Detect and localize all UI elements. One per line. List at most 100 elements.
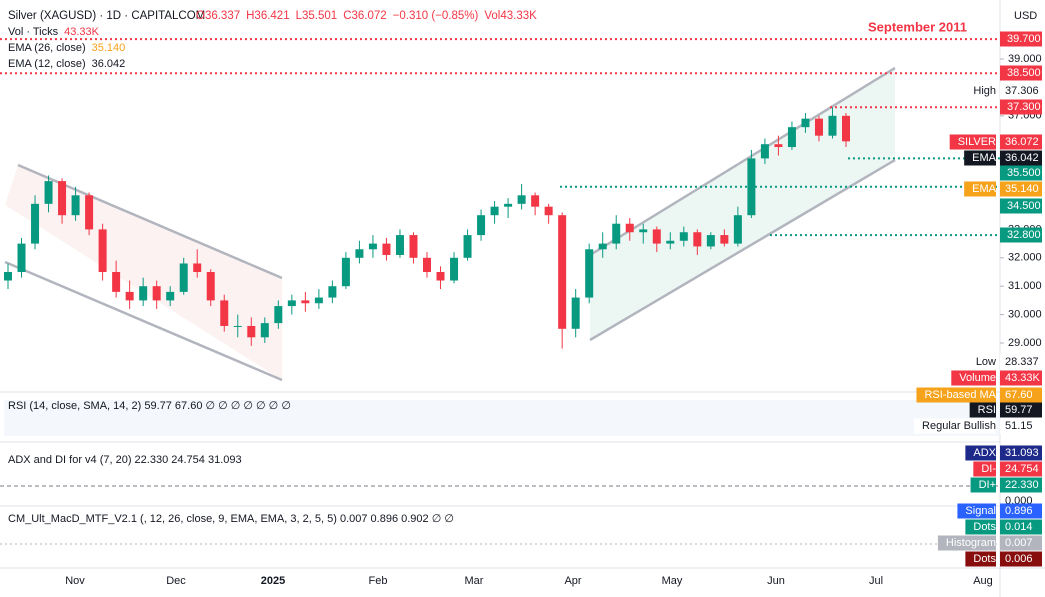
tag-name: Dots <box>973 553 996 565</box>
tag-box <box>964 181 996 197</box>
tag-value: 37.306 <box>1005 85 1039 97</box>
candle-body <box>368 243 377 250</box>
annotation: September 2011 <box>868 19 967 34</box>
candle-body <box>774 144 783 148</box>
candle-body <box>720 235 729 244</box>
tag-box <box>1000 519 1042 535</box>
tag-box <box>969 402 996 418</box>
candle-body <box>477 215 486 236</box>
candle-body <box>220 300 229 326</box>
legend-value: 36.042 <box>92 58 126 70</box>
candle-body <box>31 203 40 244</box>
level-label: 38.500 <box>1007 67 1041 79</box>
rsi-band <box>4 400 1000 436</box>
tag-name: Histogram <box>946 537 996 549</box>
tag-box <box>965 519 996 535</box>
channel-line <box>589 158 896 342</box>
candle-body <box>152 286 161 301</box>
candle-body <box>760 144 769 159</box>
candle-body <box>139 286 148 301</box>
tag-value: 36.072 <box>1005 136 1039 148</box>
x-axis-label: Jul <box>869 575 883 587</box>
candle-body <box>341 257 350 287</box>
tag-value: 0.006 <box>1005 553 1033 565</box>
level-tag <box>1000 198 1042 214</box>
channel-line <box>4 260 283 382</box>
header-value: O36.337 <box>196 10 240 22</box>
candle-body <box>504 203 513 207</box>
candle-body <box>801 118 810 128</box>
tag-box <box>951 370 996 386</box>
candle-body <box>355 249 364 258</box>
level-tag <box>1000 65 1042 81</box>
legend-label: EMA (26, close) <box>8 42 86 54</box>
tag-box <box>964 150 996 166</box>
candle-body <box>652 229 661 244</box>
candle-body <box>531 195 540 207</box>
candle-body <box>436 272 445 281</box>
candle-body <box>395 235 404 255</box>
candle-body <box>274 306 283 324</box>
tag-box <box>1000 503 1042 519</box>
candle-body <box>814 118 823 136</box>
tag-name: Dots <box>973 521 996 533</box>
candle-body <box>463 235 472 258</box>
candle-body <box>828 115 837 136</box>
tag-value: 31.093 <box>1005 447 1039 459</box>
x-axis-label: Dec <box>166 575 186 587</box>
candle-body <box>193 263 202 272</box>
level-label: 35.500 <box>1007 167 1041 179</box>
candle-body <box>98 229 107 272</box>
tag-value: 67.60 <box>1005 389 1033 401</box>
candle-body <box>598 243 607 250</box>
candle-body <box>450 257 459 281</box>
level-label: 37.300 <box>1007 101 1041 113</box>
y-tick-label: 39.000 <box>1008 53 1042 65</box>
tag-box <box>1000 181 1042 197</box>
candle-body <box>166 291 175 301</box>
legend-label: Vol · Ticks <box>8 26 59 38</box>
tag-box <box>1000 354 1042 370</box>
tag-value: 59.77 <box>1005 404 1033 416</box>
tag-box <box>965 445 996 461</box>
tag-box <box>914 418 996 434</box>
header-value: C36.072 <box>343 10 386 22</box>
tag-value: 36.042 <box>1005 152 1039 164</box>
tag-value: 0.007 <box>1005 537 1033 549</box>
tag-box <box>1000 461 1042 477</box>
y-tick-label: 30.000 <box>1008 309 1042 321</box>
candle-body <box>787 127 796 148</box>
candle-body <box>179 263 188 292</box>
tag-value: 43.33K <box>1005 372 1041 384</box>
currency[interactable]: USD <box>1014 10 1037 22</box>
candle-body <box>490 206 499 216</box>
legend-label: EMA (12, close) <box>8 58 86 70</box>
candle-body <box>112 272 121 292</box>
candle-body <box>625 223 634 233</box>
candle-body <box>260 323 269 338</box>
level-label: 34.500 <box>1007 200 1041 212</box>
level-label: 32.800 <box>1007 229 1041 241</box>
legend-value: 35.140 <box>92 42 126 54</box>
candle-body <box>314 297 323 304</box>
tag-name: Low <box>976 356 996 368</box>
level-tag <box>1000 31 1042 47</box>
candle-body <box>679 232 688 241</box>
x-axis-label: Nov <box>65 575 85 587</box>
tag-name: High <box>973 85 996 97</box>
candle-body <box>423 257 431 272</box>
x-axis-label: Apr <box>564 575 581 587</box>
tag-box <box>1000 402 1042 418</box>
tag-box <box>1000 418 1042 434</box>
candle-body <box>733 215 742 244</box>
tag-box <box>967 354 996 370</box>
candle-body <box>17 243 26 272</box>
tag-name: SILVER <box>958 136 996 148</box>
x-axis-label: Aug <box>973 575 993 587</box>
tag-value: 0.014 <box>1005 521 1033 533</box>
tag-name: DI- <box>981 463 996 475</box>
candle-body <box>301 300 310 304</box>
indicator-legend: RSI (14, close, SMA, 14, 2) 59.77 67.60 … <box>8 400 291 412</box>
tag-box <box>949 134 996 150</box>
